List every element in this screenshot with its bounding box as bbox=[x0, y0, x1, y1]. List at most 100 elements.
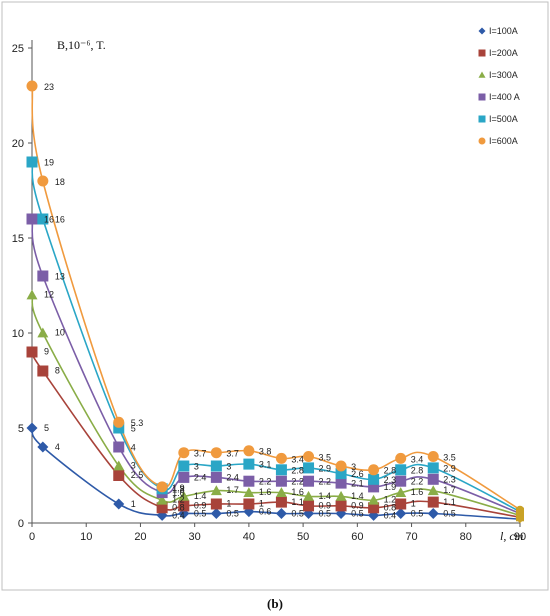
data-point bbox=[178, 471, 190, 483]
data-point bbox=[303, 500, 315, 512]
data-label: 16 bbox=[55, 215, 65, 225]
data-label: 5.3 bbox=[131, 418, 144, 428]
data-label: 3.4 bbox=[291, 454, 304, 464]
data-label: 1 bbox=[411, 499, 416, 509]
data-label: 1.1 bbox=[291, 497, 304, 507]
data-point bbox=[26, 156, 38, 168]
data-point bbox=[37, 270, 49, 282]
data-label: 2.2 bbox=[411, 477, 424, 487]
y-tick-label: 15 bbox=[12, 233, 24, 245]
data-label: 1.1 bbox=[443, 497, 456, 507]
data-label: 1.9 bbox=[172, 483, 185, 493]
y-tick-label: 20 bbox=[12, 138, 24, 150]
data-label: 1.4 bbox=[351, 491, 364, 501]
data-point bbox=[156, 494, 168, 505]
data-point bbox=[210, 447, 222, 459]
figure-caption: (b) bbox=[267, 596, 283, 611]
data-point bbox=[37, 327, 49, 338]
data-point bbox=[275, 452, 287, 464]
x-tick-label: 10 bbox=[80, 531, 92, 543]
y-tick-label: 0 bbox=[18, 518, 24, 530]
legend-label: I=300A bbox=[489, 70, 518, 80]
data-point bbox=[26, 422, 38, 434]
data-point bbox=[395, 498, 407, 510]
data-label: 3.7 bbox=[194, 449, 207, 459]
data-label: 0.5 bbox=[351, 509, 364, 519]
data-point bbox=[395, 487, 407, 497]
data-label: 2.8 bbox=[411, 465, 424, 475]
data-label: 0.8 bbox=[172, 503, 185, 513]
data-point bbox=[368, 473, 380, 485]
legend-label: I=600A bbox=[489, 136, 518, 146]
data-point bbox=[210, 471, 222, 483]
data-point bbox=[275, 464, 287, 476]
data-label: 19 bbox=[44, 158, 54, 168]
legend-marker bbox=[478, 71, 486, 78]
data-label: 0.4 bbox=[172, 510, 185, 520]
data-label: 0.5 bbox=[319, 509, 332, 519]
data-label: 3.5 bbox=[319, 452, 332, 462]
y-axis-title: B,10⁻⁶, T. bbox=[57, 38, 106, 52]
data-point bbox=[368, 502, 380, 514]
x-tick-label: 0 bbox=[29, 531, 35, 543]
data-point bbox=[243, 445, 255, 457]
data-point bbox=[427, 485, 439, 496]
data-point bbox=[113, 416, 125, 428]
data-label: 13 bbox=[55, 271, 65, 281]
data-label: 9 bbox=[44, 347, 49, 357]
data-point bbox=[303, 451, 315, 462]
data-label: 3.7 bbox=[226, 449, 239, 459]
legend-marker bbox=[478, 137, 486, 145]
data-point bbox=[395, 464, 407, 476]
data-point bbox=[113, 498, 125, 510]
data-point bbox=[275, 508, 287, 519]
data-point bbox=[210, 508, 222, 519]
legend-label: I=400 A bbox=[489, 92, 520, 102]
data-label: 2.1 bbox=[351, 478, 364, 488]
y-tick-label: 25 bbox=[12, 43, 24, 55]
data-point bbox=[37, 175, 49, 187]
data-label: 4 bbox=[55, 442, 60, 452]
data-label: 2.5 bbox=[131, 470, 144, 480]
data-label: 3.1 bbox=[259, 460, 272, 470]
data-point bbox=[303, 462, 315, 474]
data-label: 2.2 bbox=[319, 477, 332, 487]
data-point bbox=[427, 462, 439, 474]
data-label: 3 bbox=[131, 460, 136, 470]
data-point bbox=[243, 458, 255, 470]
data-point bbox=[178, 447, 190, 459]
data-point bbox=[243, 498, 255, 510]
data-label: 3.4 bbox=[411, 454, 424, 464]
data-point bbox=[427, 496, 439, 508]
data-label: 18 bbox=[55, 177, 65, 187]
x-tick-label: 60 bbox=[351, 531, 363, 543]
data-point bbox=[335, 477, 347, 489]
data-point bbox=[243, 475, 255, 487]
data-label: 2.3 bbox=[443, 475, 456, 485]
data-label: 5 bbox=[131, 424, 136, 434]
data-point bbox=[275, 496, 287, 508]
data-label: 2.9 bbox=[443, 464, 456, 474]
data-label: 2.4 bbox=[226, 473, 239, 483]
data-point bbox=[395, 475, 407, 487]
data-point bbox=[37, 213, 49, 225]
x-tick-label: 90 bbox=[514, 531, 526, 543]
x-tick-label: 50 bbox=[297, 531, 309, 543]
data-label: 3.8 bbox=[259, 447, 272, 457]
data-label: 1.7 bbox=[443, 485, 456, 495]
data-label: 2.8 bbox=[291, 465, 304, 475]
legend-marker bbox=[478, 93, 486, 101]
data-label: 8 bbox=[55, 366, 60, 376]
data-label: 1.6 bbox=[172, 488, 185, 498]
data-point bbox=[26, 289, 38, 300]
data-point bbox=[210, 460, 222, 472]
data-label: 23 bbox=[44, 82, 54, 92]
data-label: 2.6 bbox=[351, 469, 364, 479]
data-label: 1 bbox=[131, 499, 136, 509]
data-label: 0.5 bbox=[411, 509, 424, 519]
data-point bbox=[335, 468, 347, 480]
data-label: 3 bbox=[351, 462, 356, 472]
data-point bbox=[368, 481, 380, 493]
data-label: 1.8 bbox=[172, 484, 185, 494]
data-point bbox=[427, 508, 439, 519]
